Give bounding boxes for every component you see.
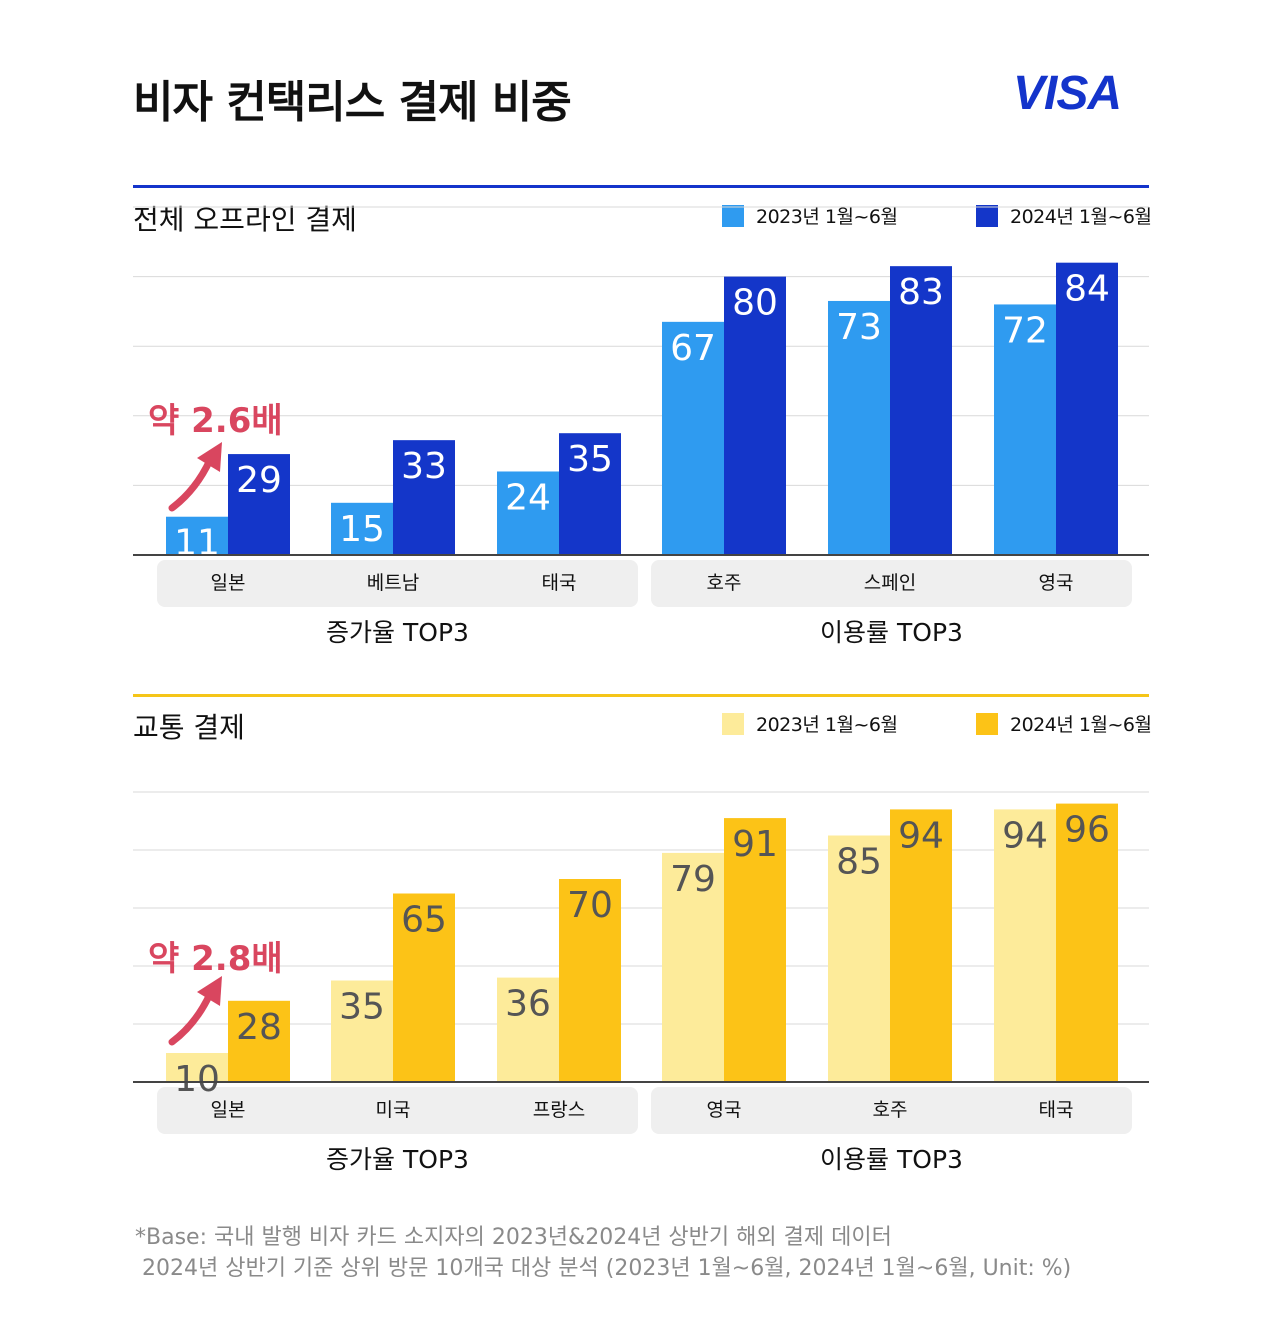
growth-annotation: 약 2.6배	[148, 401, 283, 441]
arrow-icon	[168, 990, 214, 1046]
bar-2024	[393, 893, 455, 1082]
category-label: 일본	[211, 572, 246, 594]
chart1-title: 전체 오프라인 결제	[133, 203, 357, 236]
bar-2023	[331, 502, 393, 555]
category-label: 영국	[707, 1099, 742, 1121]
data-label: 15	[339, 509, 385, 550]
legend-swatch	[976, 712, 998, 735]
visa-logo: VISA	[1013, 67, 1122, 120]
bar-2024	[559, 879, 621, 1082]
arrow-head-icon	[197, 442, 222, 472]
category-label: 태국	[542, 572, 577, 594]
data-label: 24	[505, 477, 551, 518]
data-label: 36	[505, 984, 551, 1025]
chart2-legend-2024: 2024년 1월~6월	[976, 710, 1152, 737]
data-label: 10	[174, 1059, 220, 1100]
bar-2023	[662, 852, 724, 1082]
data-label: 67	[670, 328, 716, 369]
bar-2024	[1056, 803, 1118, 1082]
data-label: 28	[236, 1007, 282, 1048]
legend-swatch	[722, 712, 744, 735]
bar-2023	[166, 1053, 228, 1082]
bar-2023	[497, 977, 559, 1082]
chart1-legend-2023: 2023년 1월~6월	[722, 202, 898, 229]
category-label: 베트남	[367, 572, 419, 594]
data-label: 96	[1064, 810, 1110, 851]
data-label: 91	[732, 824, 778, 865]
data-label: 70	[567, 885, 613, 926]
chart2-title: 교통 결제	[133, 711, 245, 744]
bar-2024	[393, 440, 455, 555]
bar-2024	[559, 433, 621, 555]
bar-2023	[828, 300, 890, 555]
chart2-plot: 10 28 일본 35 65 미국 36 70 프랑스 79 91 영국 85 94 호주 94 96 태국증가율…	[133, 791, 1149, 1174]
data-label: 29	[236, 460, 282, 501]
chart1-plot: 11 29 일본 15 33 베트남 24 35 태국 67 80 호주 73 83 스페인 72 84 영국증가…	[133, 206, 1149, 647]
page-title: 비자 컨택리스 결제 비중	[133, 77, 572, 128]
data-label: 85	[836, 842, 882, 883]
legend-label: 2024년 1월~6월	[1010, 714, 1152, 736]
bar-2023	[331, 980, 393, 1082]
data-label: 79	[670, 859, 716, 900]
category-label: 일본	[211, 1099, 246, 1121]
arrow-icon	[168, 456, 214, 512]
bar-2023	[497, 471, 559, 555]
data-label: 35	[567, 439, 613, 480]
legend-label: 2024년 1월~6월	[1010, 206, 1152, 228]
chart2-legend-2023: 2023년 1월~6월	[722, 710, 898, 737]
category-label: 영국	[1039, 572, 1074, 594]
group-box	[157, 1087, 638, 1134]
bar-2024	[724, 818, 786, 1082]
chart1-legend-2024: 2024년 1월~6월	[976, 202, 1152, 229]
growth-annotation: 약 2.8배	[148, 939, 283, 979]
category-label: 스페인	[864, 572, 916, 594]
data-label: 80	[732, 283, 778, 324]
data-label: 33	[401, 446, 447, 487]
bar-2024	[890, 266, 952, 555]
group-label: 증가율 TOP3	[326, 618, 469, 647]
arrow-head-icon	[197, 976, 222, 1006]
category-label: 태국	[1039, 1099, 1074, 1121]
data-label: 94	[1002, 815, 1048, 856]
bar-2024	[228, 1000, 290, 1082]
bar-2023	[994, 809, 1056, 1082]
data-label: 35	[339, 987, 385, 1028]
category-label: 미국	[376, 1099, 411, 1121]
data-label: 11	[174, 523, 220, 564]
data-label: 84	[1064, 269, 1110, 310]
bar-2024	[724, 276, 786, 555]
group-box	[157, 560, 638, 607]
category-label: 프랑스	[533, 1099, 585, 1121]
group-label: 이용률 TOP3	[820, 618, 963, 647]
bar-2024	[1056, 262, 1118, 555]
group-box	[651, 1087, 1132, 1134]
bar-2024	[890, 809, 952, 1082]
chart2-top-rule	[133, 694, 1149, 697]
bar-2023	[166, 516, 228, 555]
data-label: 65	[401, 900, 447, 941]
data-label: 72	[1002, 310, 1048, 351]
footnote-line1: *Base: 국내 발행 비자 카드 소지자의 2023년&2024년 상반기 …	[135, 1225, 892, 1250]
group-label: 이용률 TOP3	[820, 1145, 963, 1174]
legend-label: 2023년 1월~6월	[756, 206, 898, 228]
footnote: *Base: 국내 발행 비자 카드 소지자의 2023년&2024년 상반기 …	[135, 1222, 1071, 1284]
bar-2023	[662, 321, 724, 555]
category-label: 호주	[873, 1099, 908, 1121]
legend-swatch	[976, 204, 998, 227]
legend-swatch	[722, 204, 744, 227]
group-label: 증가율 TOP3	[326, 1145, 469, 1174]
bar-2023	[828, 835, 890, 1082]
data-label: 94	[898, 815, 944, 856]
data-label: 83	[898, 272, 944, 313]
data-label: 73	[836, 307, 882, 348]
chart1-top-rule	[133, 185, 1149, 188]
footnote-line2: 2024년 상반기 기준 상위 방문 10개국 대상 분석 (2023년 1월~…	[135, 1256, 1072, 1281]
bar-2024	[228, 454, 290, 555]
legend-label: 2023년 1월~6월	[756, 714, 898, 736]
bar-2023	[994, 304, 1056, 555]
category-label: 호주	[707, 572, 742, 594]
group-box	[651, 560, 1132, 607]
